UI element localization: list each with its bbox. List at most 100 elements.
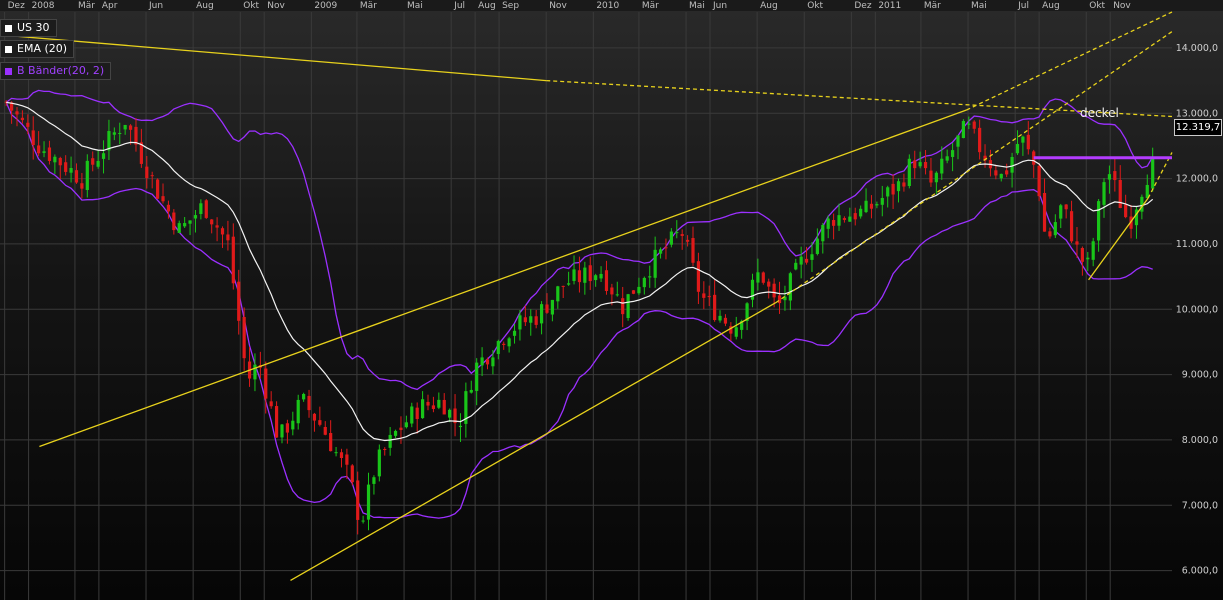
candle-body	[453, 408, 457, 424]
candle-body	[907, 158, 911, 186]
annotation-label: deckel	[1080, 106, 1119, 120]
candle-body	[20, 117, 25, 121]
x-tick-label: 2011	[878, 1, 901, 11]
candle-body	[534, 316, 538, 325]
candle-body	[172, 212, 176, 231]
candle-body	[702, 293, 706, 298]
candle-body	[956, 135, 960, 147]
candle-body	[356, 480, 360, 520]
legend-item-ema[interactable]: EMA (20)	[0, 40, 75, 58]
x-tick-label: 2010	[596, 1, 619, 11]
candle-body	[42, 151, 46, 153]
candle-body	[448, 409, 452, 418]
candle-body	[934, 172, 938, 183]
candle-body	[9, 102, 14, 111]
candle-body	[1113, 171, 1117, 181]
candle-body	[961, 121, 966, 139]
candle-body	[339, 452, 344, 459]
candle-body	[345, 454, 349, 465]
y-tick-label: 6.000,0	[1182, 566, 1218, 577]
candle-body	[729, 326, 733, 334]
last-price-tag: 12.319,7	[1174, 119, 1222, 136]
x-tick-label: Mär	[78, 1, 95, 11]
candle-body	[58, 157, 62, 166]
candle-body	[756, 272, 760, 283]
candle-body	[85, 160, 89, 191]
candle-body	[139, 142, 143, 164]
x-tick-label: Nov	[1113, 1, 1131, 11]
candle-body	[848, 216, 852, 222]
legend-label: B Bänder(20, 2)	[17, 64, 105, 77]
candle-body	[1080, 248, 1084, 262]
candle-body	[1010, 156, 1014, 173]
candle-body	[458, 425, 463, 428]
trendline	[775, 31, 1173, 304]
x-tick-label: 2009	[314, 1, 337, 11]
candle-body	[237, 281, 241, 321]
candle-body	[723, 317, 728, 324]
candle-body	[485, 359, 490, 365]
candle-body	[707, 295, 711, 298]
candle-body	[502, 343, 506, 345]
candle-body	[74, 170, 79, 183]
candle-body	[648, 276, 652, 278]
candle-body	[1005, 170, 1009, 175]
candle-body	[280, 424, 284, 438]
candle-body	[307, 395, 311, 411]
candle-body	[696, 261, 701, 292]
x-tick-label: Okt	[243, 1, 259, 11]
candle-body	[621, 298, 625, 315]
candle-body	[864, 200, 868, 213]
candle-body	[783, 296, 787, 301]
candle-body	[215, 225, 219, 228]
candle-body	[1145, 184, 1149, 199]
candle-body	[1151, 157, 1155, 189]
candle-body	[480, 357, 484, 366]
x-tick-label: Apr	[102, 1, 118, 11]
candle-body	[383, 449, 387, 451]
candle-body	[972, 121, 976, 129]
candle-body	[1102, 182, 1106, 205]
candle-body	[583, 267, 587, 283]
x-tick-label: Mär	[360, 1, 377, 11]
candle-body	[550, 299, 554, 315]
candle-body	[529, 316, 533, 323]
x-tick-label: Sep	[502, 1, 519, 11]
candle-body	[264, 368, 268, 399]
candle-body	[902, 182, 906, 187]
candle-body	[713, 294, 717, 321]
candle-body	[404, 422, 408, 428]
candle-body	[604, 270, 609, 292]
candle-body	[1129, 216, 1133, 229]
legend-item-bollinger[interactable]: B Bänder(20, 2)	[0, 62, 112, 80]
candle-body	[372, 477, 376, 484]
legend-item-us30[interactable]: US 30	[0, 19, 57, 37]
candle-body	[31, 130, 35, 145]
candle-body	[1059, 205, 1063, 219]
candle-body	[26, 122, 30, 127]
candle-body	[177, 223, 181, 233]
candle-body	[983, 155, 987, 161]
candle-body	[913, 160, 917, 169]
candle-body	[426, 401, 430, 406]
legend-swatch	[5, 67, 12, 75]
candle-body	[226, 234, 230, 241]
candle-body	[410, 406, 414, 424]
x-tick-label: Mär	[642, 1, 659, 11]
candle-body	[188, 220, 192, 224]
trendline	[966, 11, 1173, 111]
x-tick-label: Aug	[196, 1, 214, 11]
candle-body	[210, 219, 214, 225]
x-tick-label: Nov	[549, 1, 567, 11]
candle-body	[567, 283, 571, 285]
candle-body	[680, 234, 684, 236]
candle-body	[464, 391, 468, 424]
y-tick-label: 13.000,0	[1176, 108, 1218, 119]
legend-swatch	[5, 45, 12, 53]
candle-body	[69, 167, 73, 173]
candle-body	[1086, 257, 1090, 260]
candle-body	[274, 406, 279, 438]
candle-body	[886, 187, 890, 197]
candle-body	[875, 204, 879, 206]
candle-body	[691, 237, 695, 263]
